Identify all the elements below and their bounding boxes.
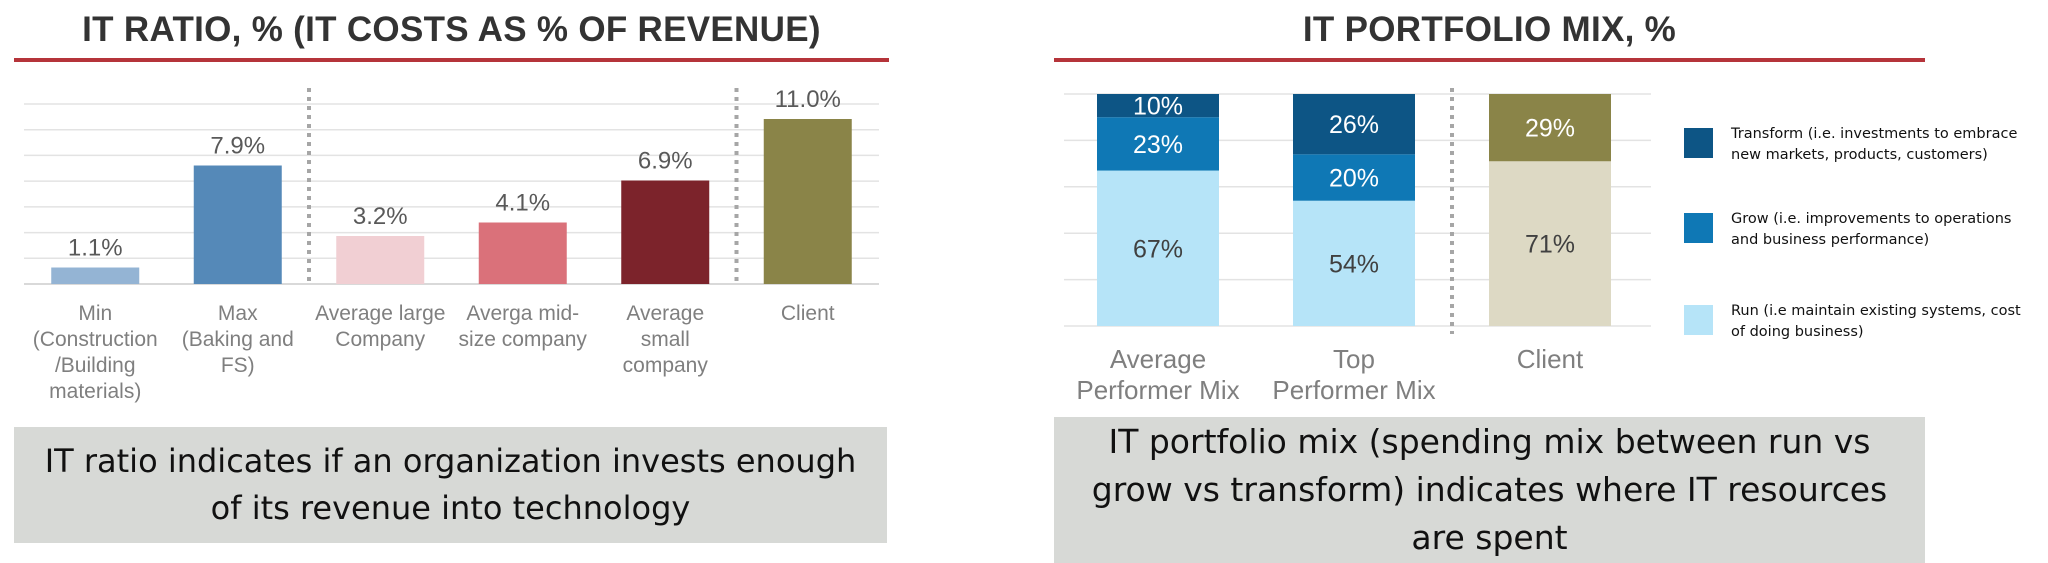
- segment-value-label: 10%: [1133, 93, 1183, 121]
- bar: [193, 165, 282, 284]
- it-portfolio-title-rule: [1054, 58, 1925, 62]
- it-ratio-caption: IT ratio indicates if an organization in…: [14, 427, 887, 543]
- it-ratio-chart: 1.1% Min (Construction/Building materials) 7…: [24, 86, 879, 403]
- bar-value-label: 7.9%: [210, 133, 265, 160]
- category-label: Company: [335, 328, 425, 351]
- stacked-bar-segment-run: [1097, 170, 1219, 326]
- legend-swatch-grow: [1684, 213, 1713, 243]
- bar: [478, 222, 567, 284]
- segment-value-label: 26%: [1329, 111, 1379, 139]
- category-label: Average large: [315, 302, 445, 325]
- it-ratio-panel: IT RATIO, % (IT COSTS AS % OF REVENUE) 1…: [14, 0, 889, 563]
- stacked-bar-segment-run: [1489, 161, 1611, 326]
- stacked-bar-segment-run: [1293, 200, 1415, 326]
- stacked-bar-segment-transform: [1097, 94, 1219, 118]
- category-label: (Baking and: [182, 328, 294, 351]
- category-label: Performer Mix: [1076, 375, 1239, 405]
- category-label: Client: [1517, 344, 1584, 374]
- bar: [763, 119, 852, 284]
- legend-swatch-run: [1684, 305, 1713, 335]
- it-ratio-title-rule: [14, 58, 889, 62]
- category-label: FS): [221, 354, 255, 377]
- segment-value-label: 71%: [1525, 231, 1575, 259]
- stacked-bar-segment-transform: [1489, 94, 1611, 162]
- legend-label-grow: Grow (i.e. improvements to operations an…: [1731, 211, 2012, 248]
- segment-value-label: 23%: [1133, 131, 1183, 159]
- it-portfolio-caption: IT portfolio mix (spending mix between r…: [1054, 417, 1925, 563]
- segment-value-label: 67%: [1133, 235, 1183, 263]
- category-label: Max: [218, 302, 258, 325]
- stacked-bar-segment-transform: [1293, 94, 1415, 155]
- category-label: Client: [781, 302, 835, 325]
- category-label: Performer Mix: [1272, 375, 1435, 405]
- it-portfolio-legend: Transform (i.e. investments to embrace n…: [1684, 0, 2021, 415]
- it-ratio-chart-title: IT RATIO, % (IT COSTS AS % OF REVENUE): [82, 10, 821, 49]
- stacked-bar-segment-grow: [1097, 117, 1219, 171]
- segment-value-label: 29%: [1525, 115, 1575, 143]
- legend-swatch-transform: [1684, 128, 1713, 158]
- category-label: Averga mid-: [466, 302, 579, 325]
- category-label: Min: [78, 302, 112, 325]
- category-label: small: [641, 328, 690, 351]
- category-label: Average: [626, 302, 704, 325]
- bar-value-label: 1.1%: [68, 235, 123, 262]
- stacked-bar-segment-grow: [1293, 154, 1415, 201]
- bar-value-label: 4.1%: [495, 190, 550, 217]
- category-label: Average: [1110, 344, 1206, 374]
- bar-value-label: 3.2%: [353, 203, 408, 230]
- legend-label-transform: Transform (i.e. investments to embrace n…: [1731, 126, 2018, 163]
- bar-value-label: 6.9%: [638, 148, 693, 175]
- category-label: Top: [1333, 344, 1375, 374]
- category-label: (Construction: [33, 328, 158, 351]
- category-label: company: [623, 354, 709, 377]
- category-label: size company: [459, 328, 588, 351]
- bar: [336, 236, 425, 284]
- category-label: materials): [49, 380, 141, 403]
- legend-label-run: Run (i.e maintain existing systems, cost…: [1731, 303, 2021, 340]
- it-portfolio-chart-title: IT PORTFOLIO MIX, %: [1302, 10, 1677, 49]
- bar: [51, 267, 140, 284]
- segment-value-label: 54%: [1329, 250, 1379, 278]
- it-portfolio-panel: IT PORTFOLIO MIX, % 67% 23% 10% Average Perf…: [1054, 0, 2021, 563]
- segment-value-label: 20%: [1329, 165, 1379, 193]
- bar: [621, 180, 710, 284]
- category-label: /Building: [55, 354, 136, 377]
- bar-value-label: 11.0%: [775, 86, 841, 113]
